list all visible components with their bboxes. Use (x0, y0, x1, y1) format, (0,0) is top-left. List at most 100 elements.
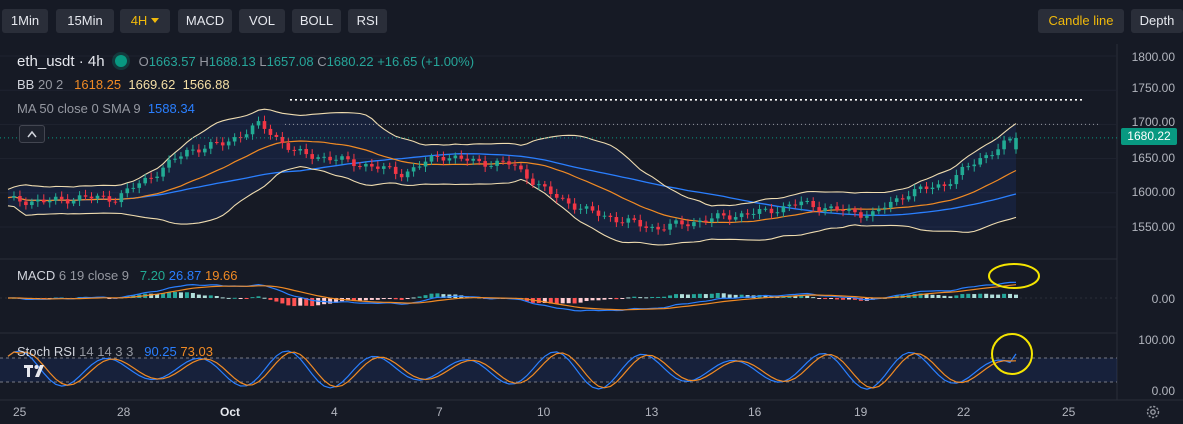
macd-histogram-bar (381, 298, 386, 300)
candle-body (399, 173, 404, 178)
candle-body (18, 195, 22, 202)
candle-body (578, 208, 583, 210)
candle-body (161, 167, 165, 177)
depth-button[interactable]: Depth (1131, 9, 1183, 33)
candle-body (966, 166, 971, 168)
macd-histogram-bar (369, 298, 374, 300)
candle-body (101, 195, 106, 197)
time-tick: 4 (331, 405, 338, 419)
candle-body (1014, 137, 1018, 150)
macd-histogram-bar (441, 294, 446, 298)
candle-body (733, 217, 738, 220)
candle-body (274, 134, 279, 137)
macd-histogram-bar (435, 293, 440, 298)
candle-body (620, 222, 625, 224)
interval-15min-button[interactable]: 15Min (56, 9, 114, 33)
macd-legend[interactable]: MACD 6 19 close 9 7.20 26.87 19.66 (17, 268, 238, 283)
macd-histogram-bar (942, 295, 947, 298)
macd-histogram-bar (250, 297, 255, 299)
candle-body (155, 176, 159, 179)
candle-body (877, 208, 881, 212)
macd-line (7, 281, 1017, 312)
interval-4h-dropdown[interactable]: 4H (120, 9, 170, 33)
close-label: C (317, 54, 327, 69)
candle-body (286, 143, 291, 150)
macd-histogram-bar (960, 294, 965, 298)
stoch-100-tick: 100.00 (1138, 333, 1175, 347)
candle-body (435, 155, 440, 157)
stoch-legend[interactable]: Stoch RSI 14 14 3 3 90.25 73.03 (17, 344, 213, 359)
macd-histogram-bar (226, 297, 231, 299)
candle-body (405, 171, 410, 178)
candle-body (375, 166, 380, 169)
collapse-legend-button[interactable] (19, 125, 45, 143)
macd-histogram-bar (202, 295, 207, 298)
candle-body (250, 125, 255, 135)
candle-body (59, 196, 64, 200)
candle-body (608, 215, 613, 218)
price-chart-canvas[interactable] (0, 44, 1183, 424)
candle-body (417, 166, 422, 168)
candle-body (900, 198, 905, 200)
macd-histogram-bar (596, 298, 601, 301)
candle-body (745, 213, 750, 215)
macd-histogram-bar (656, 296, 661, 298)
macd-histogram-bar (149, 293, 154, 298)
macd-histogram-bar (328, 298, 333, 304)
boll-toggle-button[interactable]: BOLL (292, 9, 341, 33)
macd-histogram-bar (286, 298, 291, 306)
macd-histogram-bar (334, 298, 339, 303)
interval-1min-button[interactable]: 1Min (2, 9, 48, 33)
candle-line-button[interactable]: Candle line (1038, 9, 1124, 33)
macd-histogram-bar (662, 296, 667, 298)
candle-body (41, 199, 46, 203)
macd-histogram-bar (590, 298, 595, 301)
ma-name: MA (17, 101, 36, 116)
candle-body (614, 217, 619, 223)
macd-histogram-bar (846, 298, 851, 300)
change-value: +16.65 (+1.00%) (377, 54, 475, 69)
candle-body (71, 200, 76, 204)
price-tick: 1600.00 (1131, 185, 1175, 199)
macd-histogram-bar (626, 297, 631, 299)
candle-body (602, 215, 607, 217)
candle-body (36, 199, 40, 202)
price-tick: 1750.00 (1131, 81, 1175, 95)
high-label: H (199, 54, 209, 69)
macd-histogram-bar (405, 298, 410, 299)
candle-body (340, 156, 344, 160)
ma-legend[interactable]: MA 50 close 0 SMA 9 1588.34 (17, 101, 195, 116)
chart-area[interactable]: eth_usdt · 4h O1663.57 H1688.13 L1657.08 … (0, 44, 1183, 424)
macd-histogram-bar (363, 298, 368, 301)
candle-body (89, 196, 94, 199)
rsi-toggle-button[interactable]: RSI (348, 9, 387, 33)
ma-params: 50 close 0 SMA 9 (39, 101, 141, 116)
price-tick: 1650.00 (1131, 151, 1175, 165)
candle-body (721, 213, 726, 216)
macd-histogram-bar (936, 295, 941, 298)
candle-body (334, 159, 338, 161)
candle-body (942, 184, 947, 186)
candle-body (387, 166, 392, 168)
candle-body (143, 177, 147, 184)
time-tick: 19 (854, 405, 868, 419)
candle-body (793, 204, 798, 206)
bb-legend[interactable]: BB 20 2 1618.25 1669.62 1566.88 (17, 77, 230, 92)
macd-line-value: 26.87 (168, 268, 202, 283)
macd-histogram-bar (578, 298, 583, 303)
gear-icon[interactable] (1145, 404, 1161, 420)
candle-body (203, 148, 207, 153)
candle-body (316, 157, 320, 159)
candle-body (191, 149, 195, 151)
macd-histogram-bar (685, 294, 690, 298)
vol-toggle-button[interactable]: VOL (239, 9, 285, 33)
symbol-legend: eth_usdt · 4h O1663.57 H1688.13 L1657.08 … (17, 53, 474, 70)
macd-histogram-bar (584, 298, 589, 302)
candle-body (47, 200, 52, 203)
macd-hist-value: 7.20 (139, 268, 166, 283)
candle-body (996, 149, 1000, 156)
candle-body (513, 164, 517, 166)
macd-histogram-bar (984, 293, 989, 298)
macd-toggle-button[interactable]: MACD (178, 9, 232, 33)
macd-histogram-bar (763, 294, 768, 298)
